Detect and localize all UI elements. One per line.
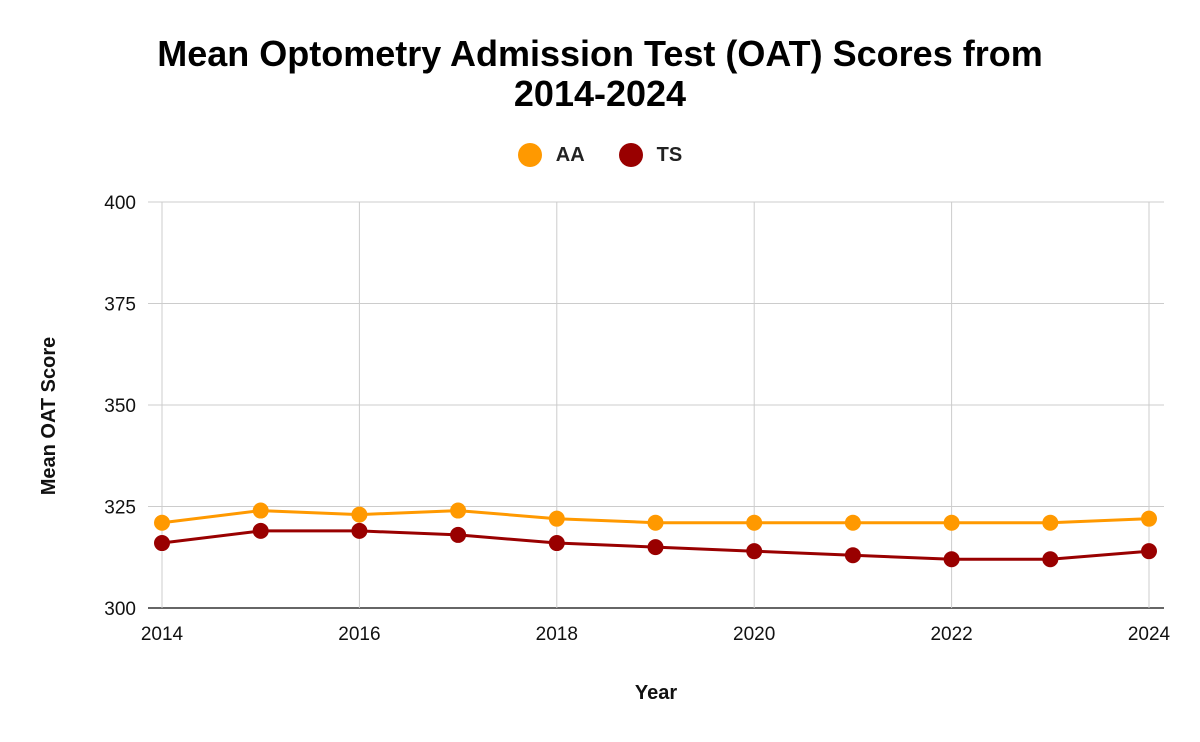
data-point-aa[interactable] [450, 502, 467, 519]
legend-marker-aa [517, 143, 542, 167]
data-point-aa[interactable] [252, 502, 269, 519]
data-point-ts[interactable] [844, 547, 861, 564]
x-tick-label: 2024 [1128, 624, 1171, 645]
legend-label-ts: TS [656, 143, 683, 166]
data-point-ts[interactable] [154, 535, 170, 552]
y-axis-title: Mean OAT Score [38, 337, 60, 496]
x-tick-label: 2014 [141, 624, 184, 645]
data-point-ts[interactable] [943, 551, 960, 568]
data-point-aa[interactable] [746, 514, 763, 531]
x-tick-label: 2020 [733, 624, 775, 645]
data-point-ts[interactable] [450, 526, 467, 543]
data-point-ts[interactable] [647, 539, 664, 556]
data-point-aa[interactable] [1042, 514, 1059, 531]
data-point-aa[interactable] [548, 510, 565, 527]
y-tick-label: 375 [104, 295, 136, 316]
y-tick-label: 350 [104, 396, 136, 417]
chart-title-line-1: Mean Optometry Admission Test (OAT) Scor… [157, 33, 1043, 74]
y-tick-label: 300 [104, 599, 136, 620]
data-point-aa[interactable] [647, 514, 664, 531]
x-tick-label: 2022 [930, 624, 972, 645]
data-point-ts[interactable] [548, 535, 565, 552]
legend-marker-ts [618, 143, 643, 167]
data-point-aa[interactable] [351, 506, 368, 523]
data-point-ts[interactable] [252, 522, 269, 539]
data-point-aa[interactable] [154, 514, 170, 531]
data-point-aa[interactable] [844, 514, 861, 531]
legend-label-aa: AA [555, 143, 585, 166]
x-tick-label: 2016 [338, 624, 380, 645]
chart-title-line-2: 2014-2024 [513, 73, 687, 114]
data-point-aa[interactable] [943, 514, 960, 531]
data-point-ts[interactable] [351, 522, 368, 539]
x-axis-title: Year [635, 682, 677, 704]
data-point-ts[interactable] [1042, 551, 1059, 568]
y-tick-label: 325 [104, 498, 136, 519]
legend: AA TS [0, 140, 1200, 170]
x-tick-label: 2018 [536, 624, 578, 645]
gridlines [148, 201, 1164, 609]
y-tick-label: 400 [104, 193, 136, 214]
legend-item-aa[interactable]: AA [517, 143, 585, 167]
series-layer [154, 502, 1157, 568]
data-point-ts[interactable] [746, 543, 763, 560]
data-point-ts[interactable] [1141, 543, 1157, 560]
chart-title: Mean Optometry Admission Test (OAT) Scor… [0, 34, 1200, 114]
legend-item-ts[interactable]: TS [618, 143, 683, 167]
tick-labels: 300 325 350 375 400 2014 2016 2018 2020 2022 2024 [104, 193, 1170, 645]
data-point-aa[interactable] [1141, 510, 1157, 527]
